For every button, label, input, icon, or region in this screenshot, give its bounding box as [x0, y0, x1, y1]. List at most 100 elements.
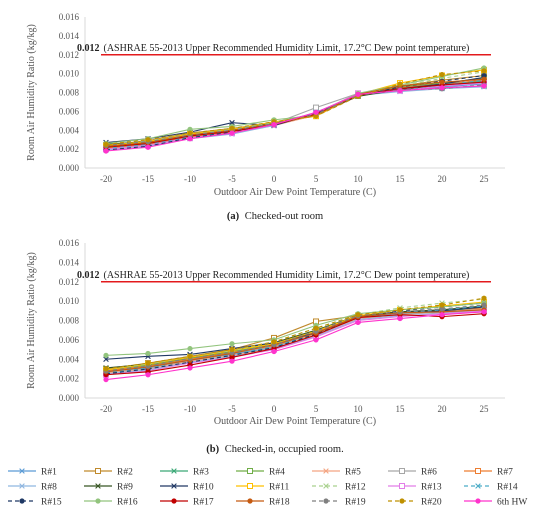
chart-a-y-axis-label: Room Air Humidity Ratio (kg/kg): [26, 24, 37, 161]
data-point: [229, 130, 235, 136]
data-point: [397, 88, 403, 94]
data-point: [271, 121, 277, 128]
data-point: [313, 325, 319, 331]
chart-b-x-tick-label: 25: [480, 404, 490, 414]
chart-b-x-tick-label: -10: [184, 404, 196, 414]
legend-label: R#6: [421, 468, 437, 478]
legend-item: R#2: [84, 468, 133, 478]
chart-a-x-tick-label: -20: [100, 174, 112, 184]
chart-a-y-tick-label: 0.006: [59, 106, 80, 116]
legend-item: R#9: [84, 483, 133, 493]
chart-b-y-tick-label: 0.002: [59, 374, 79, 384]
chart-a-x-tick-label: 20: [438, 174, 448, 184]
legend-item: R#4: [236, 468, 285, 478]
chart-b-caption: (b) Checked-in, occupied room.: [206, 444, 343, 455]
data-point: [439, 302, 445, 308]
legend-label: R#11: [269, 483, 289, 493]
legend-item: R#16: [84, 498, 138, 508]
data-point: [145, 350, 151, 357]
chart-b-x-tick-label: 10: [354, 404, 364, 414]
data-point: [271, 339, 277, 345]
legend-label: R#12: [345, 483, 366, 493]
chart-a-y-tick-label: 0.008: [59, 88, 80, 98]
legend-marker: [475, 483, 481, 489]
data-point: [355, 91, 361, 97]
data-point: [229, 119, 235, 126]
data-point: [355, 319, 361, 326]
legend-marker: [19, 483, 25, 489]
data-point: [439, 85, 445, 91]
chart-b-x-tick-label: 15: [396, 404, 406, 414]
chart-b-y-tick-label: 0.010: [59, 296, 80, 306]
data-point: [229, 341, 235, 347]
legend-item: R#11: [236, 483, 289, 493]
legend-marker: [171, 483, 177, 489]
chart-b-y-axis-label: Room Air Humidity Ratio (kg/kg): [26, 252, 37, 389]
legend-label: R#13: [421, 483, 442, 493]
chart-b-y-tick-label: 0.012: [59, 277, 79, 287]
legend-marker: [399, 483, 405, 489]
data-point: [103, 148, 109, 154]
series-line: [105, 309, 485, 373]
legend-item: R#20: [388, 498, 442, 508]
data-point: [481, 309, 487, 315]
legend-label: R#20: [421, 498, 442, 508]
legend-item: R#12: [312, 483, 366, 493]
legend-label: R#17: [193, 498, 214, 508]
legend-marker: [19, 468, 25, 474]
data-point: [439, 312, 445, 318]
series-line: [105, 67, 485, 145]
data-point: [313, 109, 319, 115]
data-point: [481, 68, 487, 74]
series-line: [105, 302, 485, 356]
legend-label: R#19: [345, 498, 366, 508]
chart-b-y-tick-label: 0.000: [59, 393, 80, 403]
data-point: [481, 302, 487, 308]
legend-label: R#2: [117, 468, 133, 478]
legend-label: R#18: [269, 498, 290, 508]
data-point: [145, 360, 151, 366]
legend-label: R#3: [193, 468, 209, 478]
chart-a-y-tick-label: 0.002: [59, 144, 79, 154]
chart-a-x-tick-label: -10: [184, 174, 196, 184]
data-point: [481, 295, 487, 301]
chart-b-series-6th-hw: [103, 309, 487, 383]
legend-marker: [475, 468, 481, 474]
chart-b-x-tick-label: -15: [142, 404, 154, 414]
legend-label: R#10: [193, 483, 214, 493]
series-line: [105, 298, 485, 370]
chart-b-caption-text: Checked-in, occupied room.: [225, 444, 344, 455]
chart-b-x-tick-label: -20: [100, 404, 112, 414]
data-point: [355, 312, 361, 318]
chart-a-x-tick-label: -15: [142, 174, 154, 184]
chart-a-x-tick-label: 10: [354, 174, 364, 184]
legend-item: R#15: [8, 498, 62, 508]
data-point: [481, 83, 487, 89]
chart-a-limit-value-label: 0.012: [77, 43, 100, 54]
chart-b: (b) Checked-in, occupied room. 0.000 0.00…: [26, 238, 505, 455]
data-point: [187, 136, 193, 142]
chart-b-y-tick-label: 0.008: [59, 316, 80, 326]
chart-a-caption-text: Checked-out room: [245, 211, 323, 222]
legend-marker: [247, 498, 253, 504]
chart-a-y-tick-label: 0.010: [59, 69, 80, 79]
legend-label: R#16: [117, 498, 138, 508]
chart-a-y-tick-label: 0.012: [59, 50, 79, 60]
legend-marker: [323, 468, 329, 474]
chart-b-y-tick-label: 0.004: [59, 354, 80, 364]
chart-b-y-tick-label: 0.014: [59, 257, 80, 267]
legend-marker: [95, 483, 101, 489]
data-point: [187, 365, 193, 371]
chart-a-series-6th-hw: [103, 83, 487, 154]
data-point: [397, 81, 403, 87]
legend-label: R#1: [41, 468, 57, 478]
legend-marker: [323, 483, 329, 489]
data-point: [145, 372, 151, 378]
chart-b-caption-tag: (b): [206, 444, 219, 455]
legend-item: R#1: [8, 468, 57, 478]
legend-item: R#19: [312, 498, 366, 508]
chart-a-y-tick-label: 0.016: [59, 12, 80, 22]
data-point: [103, 356, 109, 363]
data-point: [103, 366, 109, 372]
